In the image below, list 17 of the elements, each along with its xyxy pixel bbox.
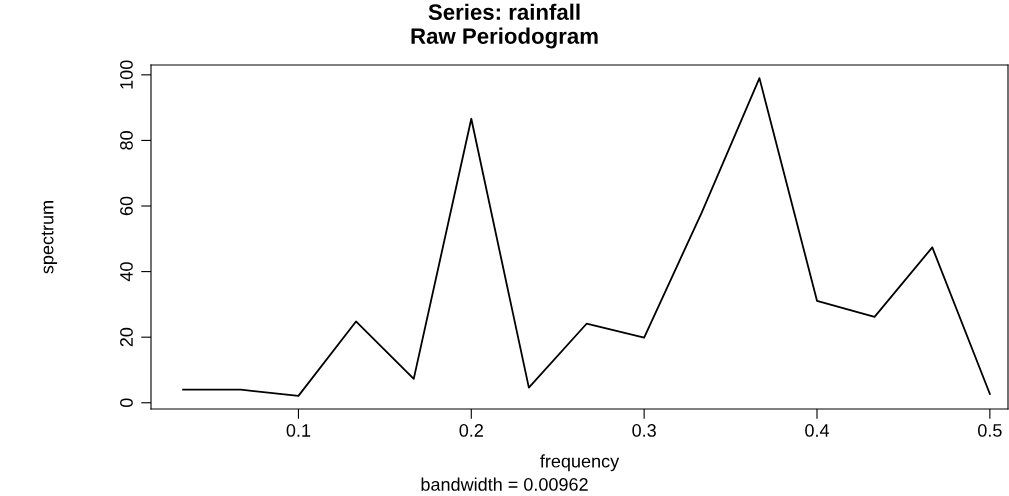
x-tick-label: 0.2 bbox=[459, 424, 483, 437]
x-tick-label: 0.5 bbox=[978, 424, 1002, 437]
line-series bbox=[182, 77, 991, 397]
y-tick-label: 40 bbox=[120, 262, 133, 282]
chart-title: Series: rainfall bbox=[428, 3, 580, 20]
y-tick-label: 80 bbox=[120, 131, 133, 150]
y-axis-title: spectrum bbox=[41, 201, 58, 274]
text: bandwidth = 0.00962 bbox=[421, 477, 588, 491]
y-tick-label: 60 bbox=[120, 196, 133, 216]
y-tick-label: 0 bbox=[120, 398, 133, 408]
x-tick-label: 0.4 bbox=[805, 424, 830, 437]
y-tick-label: 100 bbox=[120, 60, 133, 89]
y-tick-label: 20 bbox=[120, 327, 133, 347]
chart-subtitle: Raw Periodogram bbox=[411, 27, 598, 49]
x-axis-title: frequency bbox=[540, 454, 620, 472]
x-tick-label: 0.1 bbox=[286, 424, 311, 437]
x-tick-label: 0.3 bbox=[632, 424, 656, 437]
